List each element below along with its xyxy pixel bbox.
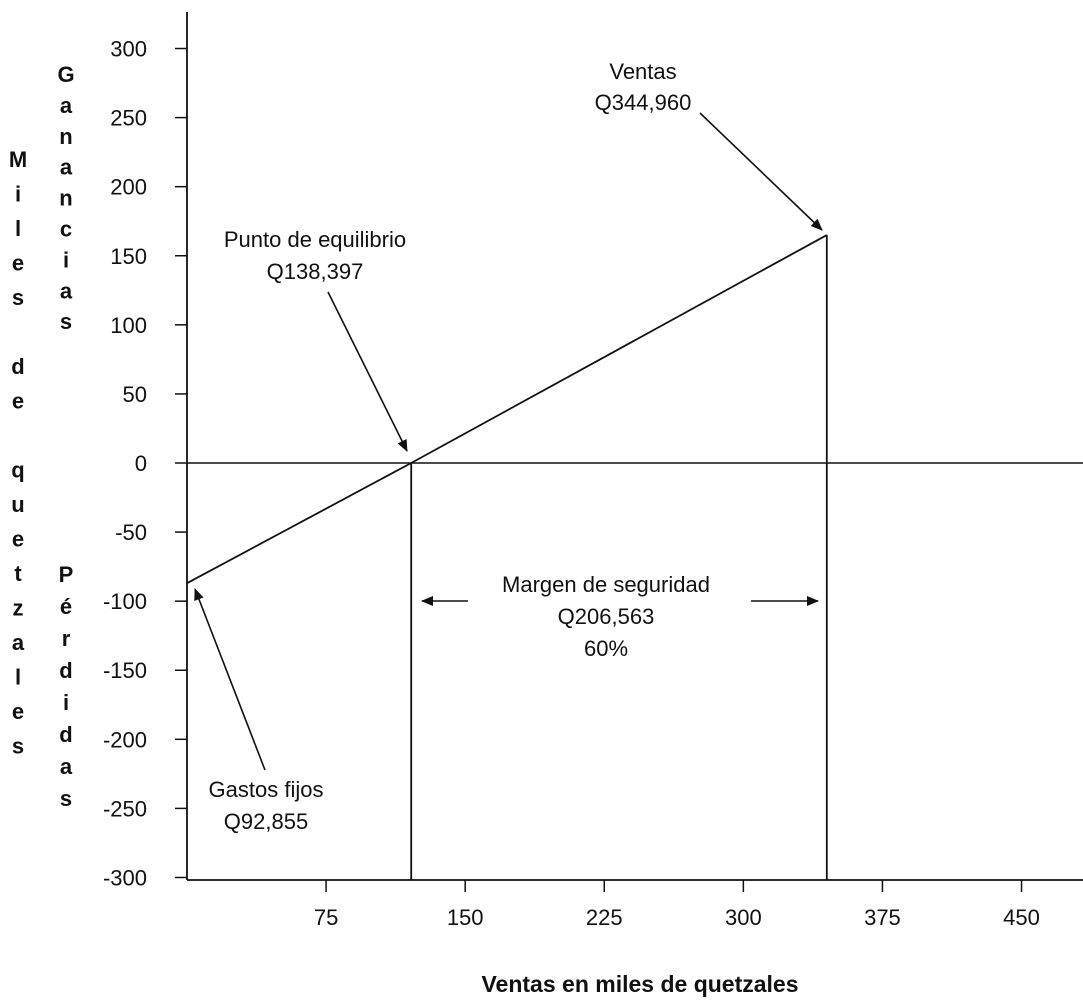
y-title-losses-letter: é xyxy=(60,594,72,619)
annotation-margen-line2: Q206,563 xyxy=(558,604,655,629)
x-tick-label: 150 xyxy=(447,905,484,930)
y-tick-label: -250 xyxy=(103,796,147,821)
x-tick-label: 450 xyxy=(1003,905,1040,930)
y-title-gains-letter: a xyxy=(60,93,73,118)
y-title-outer-letter: s xyxy=(12,285,24,310)
y-tick-label: 300 xyxy=(110,37,147,62)
y-title-outer-letter: u xyxy=(11,492,24,517)
arrow-gastos xyxy=(194,588,266,771)
y-title-gains-letter: a xyxy=(60,278,73,303)
annotation-equilibrio-line1: Punto de equilibrio xyxy=(224,227,406,252)
annotation-arrows xyxy=(194,112,823,771)
y-tick-label: 250 xyxy=(110,106,147,131)
profit-line xyxy=(186,234,828,584)
ticks: 300 250 200 150 100 50 0 -50 -100 -150 -200 -250 -30… xyxy=(103,37,1040,930)
y-tick-label: -50 xyxy=(115,520,147,545)
y-title-outer-letter: d xyxy=(11,354,24,379)
y-tick-label: 200 xyxy=(110,175,147,200)
annotation-ventas-line1: Ventas xyxy=(609,59,676,84)
annotation-ventas-line2: Q344,960 xyxy=(595,90,692,115)
y-title-outer-letter: e xyxy=(12,527,24,552)
y-title-losses-letter: P xyxy=(59,562,74,587)
y-tick-label: -100 xyxy=(103,589,147,614)
annotation-equilibrio-line2: Q138,397 xyxy=(267,259,364,284)
y-title-gains-letter: n xyxy=(59,186,72,211)
y-title-outer-letter: t xyxy=(14,561,22,586)
axes xyxy=(186,12,1083,881)
y-title-outer-letter: M xyxy=(9,147,27,172)
y-tick-label: -200 xyxy=(103,727,147,752)
y-tick-label: 0 xyxy=(135,451,147,476)
y-title-outer-letter: e xyxy=(12,699,24,724)
y-tick-label: -150 xyxy=(103,658,147,683)
annotation-gastos-line1: Gastos fijos xyxy=(209,777,324,802)
annotation-margen: Margen de seguridad Q206,563 60% xyxy=(502,572,710,661)
annotation-margen-line1: Margen de seguridad xyxy=(502,572,710,597)
y-tick-label: 50 xyxy=(123,382,147,407)
annotation-gastos: Gastos fijos Q92,855 xyxy=(209,777,324,834)
y-title-gains-letter: c xyxy=(60,217,72,242)
y-title-gains-letter: n xyxy=(59,124,72,149)
x-tick-label: 375 xyxy=(864,905,901,930)
annotation-gastos-line2: Q92,855 xyxy=(224,809,308,834)
y-title-gains-letter: a xyxy=(60,155,73,180)
y-title-gains-letter: s xyxy=(60,309,72,334)
y-tick-label: 150 xyxy=(110,244,147,269)
y-title-losses-letter: r xyxy=(62,626,71,651)
arrow-ventas xyxy=(699,112,823,231)
y-title-losses-letter: d xyxy=(59,658,72,683)
y-title-gains-letter: i xyxy=(63,247,69,272)
y-title-losses-letter: d xyxy=(59,722,72,747)
y-title-outer-letter: l xyxy=(15,665,21,690)
y-title-outer-letter: z xyxy=(13,596,24,621)
y-title-losses-letter: s xyxy=(60,786,72,811)
annotation-equilibrio: Punto de equilibrio Q138,397 xyxy=(224,227,406,284)
x-tick-label: 75 xyxy=(314,905,338,930)
arrow-equilibrio xyxy=(327,291,408,452)
y-title-losses-letter: i xyxy=(63,690,69,715)
annotation-ventas: Ventas Q344,960 xyxy=(595,59,692,115)
x-tick-label: 300 xyxy=(725,905,762,930)
x-axis-title: Ventas en miles de quetzales xyxy=(481,971,798,997)
y-title-outer-letter: q xyxy=(11,458,24,483)
y-title-outer-letter: s xyxy=(12,734,24,759)
y-title-outer-letter: e xyxy=(12,251,24,276)
y-title-gains-letter: G xyxy=(57,62,74,87)
x-tick-label: 225 xyxy=(586,905,623,930)
y-title-outer-letter: l xyxy=(15,216,21,241)
y-title-outer-letter: e xyxy=(12,389,24,414)
y-title-outer-letter: i xyxy=(15,182,21,207)
y-tick-label: -300 xyxy=(103,865,147,890)
annotation-margen-line3: 60% xyxy=(584,636,628,661)
series xyxy=(186,234,828,880)
y-title-losses-letter: a xyxy=(60,754,73,779)
y-tick-label: 100 xyxy=(110,313,147,338)
y-title-outer-letter: a xyxy=(12,630,25,655)
